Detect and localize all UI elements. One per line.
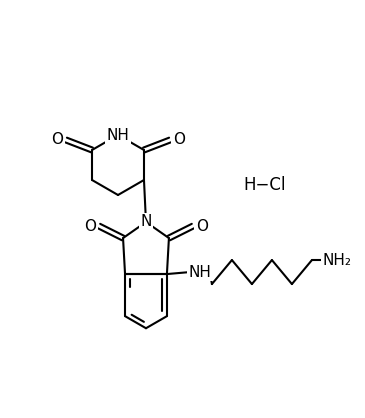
Text: O: O (51, 133, 63, 148)
Text: NH: NH (107, 127, 130, 143)
Text: O: O (196, 219, 208, 234)
Text: N: N (140, 214, 152, 229)
Text: O: O (173, 133, 185, 148)
Text: NH₂: NH₂ (322, 252, 351, 268)
Text: NH: NH (188, 265, 211, 280)
Text: O: O (84, 219, 96, 234)
Text: H−Cl: H−Cl (244, 176, 286, 194)
